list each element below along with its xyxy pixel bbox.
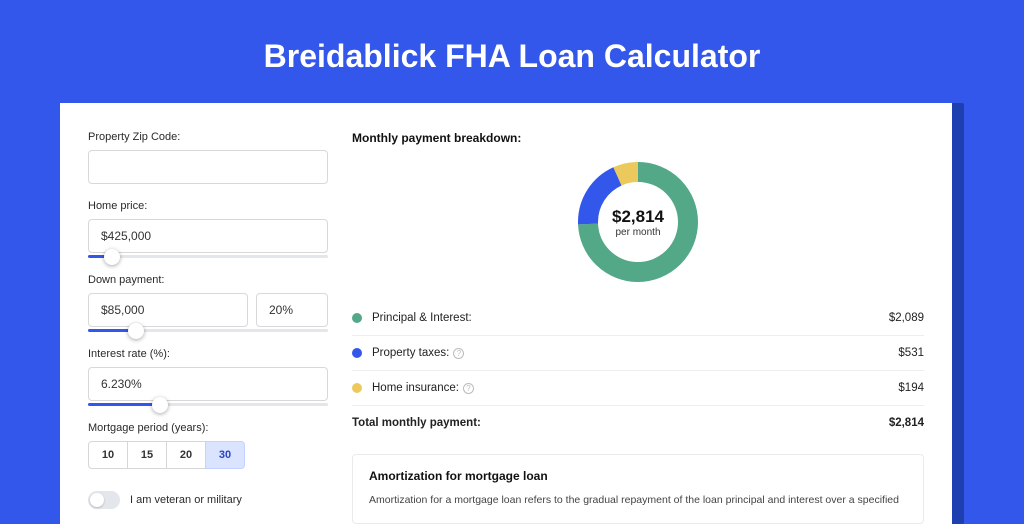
price-label: Home price:: [88, 200, 328, 212]
donut-wrap: $2,814 per month: [352, 155, 924, 301]
breakdown-value: $194: [898, 382, 924, 394]
zip-label: Property Zip Code:: [88, 131, 328, 143]
zip-group: Property Zip Code:: [88, 131, 328, 184]
down-pct-input[interactable]: [256, 293, 328, 327]
period-btn-10[interactable]: 10: [88, 441, 128, 469]
price-slider-thumb[interactable]: [104, 249, 120, 265]
legend-dot: [352, 313, 362, 323]
breakdown-label: Principal & Interest:: [372, 312, 889, 324]
period-buttons: 10152030: [88, 441, 328, 469]
down-slider-thumb[interactable]: [128, 323, 144, 339]
veteran-row: I am veteran or military: [88, 491, 328, 509]
down-label: Down payment:: [88, 274, 328, 286]
period-btn-30[interactable]: 30: [205, 441, 245, 469]
page-title: Breidablick FHA Loan Calculator: [0, 0, 1024, 103]
down-slider[interactable]: [88, 329, 328, 332]
total-row: Total monthly payment: $2,814: [352, 405, 924, 440]
breakdown-items: Principal & Interest:$2,089Property taxe…: [352, 301, 924, 405]
donut-sub: per month: [615, 227, 660, 238]
price-slider[interactable]: [88, 255, 328, 258]
info-icon[interactable]: ?: [463, 383, 474, 394]
breakdown-row-2: Home insurance:?$194: [352, 371, 924, 405]
rate-slider-fill: [88, 403, 160, 406]
down-amount-input[interactable]: [88, 293, 248, 327]
veteran-toggle[interactable]: [88, 491, 120, 509]
down-group: Down payment:: [88, 274, 328, 332]
breakdown-label: Property taxes:?: [372, 347, 898, 359]
breakdown-title: Monthly payment breakdown:: [352, 131, 924, 145]
calculator-card: Property Zip Code: Home price: Down paym…: [60, 103, 952, 524]
breakdown-column: Monthly payment breakdown: $2,814 per mo…: [352, 131, 924, 524]
veteran-label: I am veteran or military: [130, 494, 242, 506]
legend-dot: [352, 383, 362, 393]
price-input[interactable]: [88, 219, 328, 253]
veteran-toggle-knob: [90, 493, 104, 507]
inputs-column: Property Zip Code: Home price: Down paym…: [88, 131, 328, 524]
rate-input[interactable]: [88, 367, 328, 401]
price-group: Home price:: [88, 200, 328, 258]
period-group-wrap: Mortgage period (years): 10152030: [88, 422, 328, 469]
breakdown-value: $531: [898, 347, 924, 359]
amortization-box: Amortization for mortgage loan Amortizat…: [352, 454, 924, 524]
total-value: $2,814: [889, 417, 924, 429]
amortization-text: Amortization for a mortgage loan refers …: [369, 493, 907, 509]
period-btn-15[interactable]: 15: [127, 441, 167, 469]
zip-input[interactable]: [88, 150, 328, 184]
total-label: Total monthly payment:: [352, 417, 889, 429]
card-shadow: Property Zip Code: Home price: Down paym…: [60, 103, 964, 524]
breakdown-row-0: Principal & Interest:$2,089: [352, 301, 924, 335]
donut-center: $2,814 per month: [577, 161, 699, 283]
period-label: Mortgage period (years):: [88, 422, 328, 434]
breakdown-value: $2,089: [889, 312, 924, 324]
rate-group: Interest rate (%):: [88, 348, 328, 406]
info-icon[interactable]: ?: [453, 348, 464, 359]
legend-dot: [352, 348, 362, 358]
breakdown-row-1: Property taxes:?$531: [352, 336, 924, 370]
amortization-title: Amortization for mortgage loan: [369, 469, 907, 483]
rate-slider-thumb[interactable]: [152, 397, 168, 413]
rate-slider[interactable]: [88, 403, 328, 406]
breakdown-label: Home insurance:?: [372, 382, 898, 394]
payment-donut: $2,814 per month: [577, 161, 699, 283]
donut-amount: $2,814: [612, 207, 664, 227]
rate-label: Interest rate (%):: [88, 348, 328, 360]
period-btn-20[interactable]: 20: [166, 441, 206, 469]
